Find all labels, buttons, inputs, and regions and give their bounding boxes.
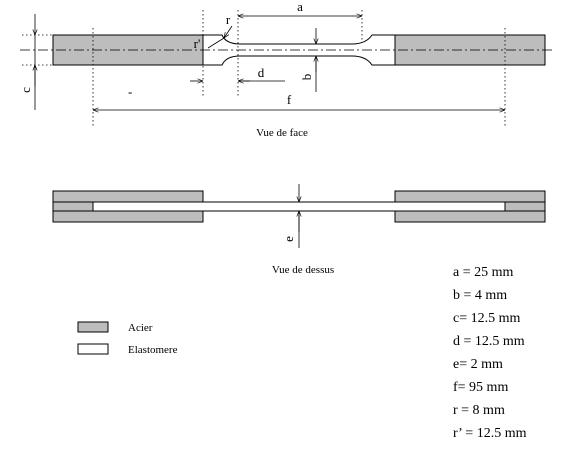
legend: Acier Elastomere bbox=[77, 321, 178, 356]
value-r-prime: r’ = 12.5 mm bbox=[453, 426, 527, 441]
legend-elastomer-label: Elastomere bbox=[128, 344, 178, 356]
right-steel-plate-bottom bbox=[394, 210, 546, 223]
dim-e-label: e bbox=[281, 236, 296, 242]
front-view-caption: Vue de face bbox=[256, 127, 308, 139]
right-steel-insert bbox=[504, 201, 546, 212]
value-c: c= 12.5 mm bbox=[453, 311, 520, 326]
left-steel-plate-bottom bbox=[52, 210, 204, 223]
dim-r-prime-label: r' bbox=[194, 36, 201, 51]
elastomer-strip bbox=[92, 201, 506, 212]
front-view: a c b d f - r r' Vue de face bbox=[18, 0, 552, 139]
left-steel-insert bbox=[52, 201, 94, 212]
value-b: b = 4 mm bbox=[453, 288, 507, 303]
dim-b-label: b bbox=[299, 74, 314, 81]
dim-r-prime-leader bbox=[207, 37, 225, 49]
dim-c-label: c bbox=[18, 87, 33, 93]
legend-steel-swatch bbox=[77, 321, 109, 333]
value-e: e= 2 mm bbox=[453, 357, 503, 372]
value-d: d = 12.5 mm bbox=[453, 334, 525, 349]
legend-steel-label: Acier bbox=[128, 322, 153, 334]
dim-a-label: a bbox=[297, 0, 303, 14]
value-a: a = 25 mm bbox=[453, 265, 513, 280]
value-r: r = 8 mm bbox=[453, 403, 505, 418]
dim-r-leader bbox=[224, 25, 233, 38]
top-view-caption: Vue de dessus bbox=[272, 264, 334, 276]
dimension-values: a = 25 mm b = 4 mm c= 12.5 mm d = 12.5 m… bbox=[453, 265, 527, 441]
top-view: e Vue de dessus bbox=[52, 184, 546, 276]
left-steel-plate-top bbox=[52, 190, 204, 203]
dim-r-label: r bbox=[226, 12, 231, 27]
dim-f-tick: - bbox=[128, 84, 132, 99]
value-f: f= 95 mm bbox=[453, 380, 508, 395]
legend-elastomer-swatch bbox=[77, 343, 109, 355]
dim-f-label: f bbox=[287, 92, 292, 107]
right-steel-plate-top bbox=[394, 190, 546, 203]
dim-d-label: d bbox=[258, 65, 265, 80]
